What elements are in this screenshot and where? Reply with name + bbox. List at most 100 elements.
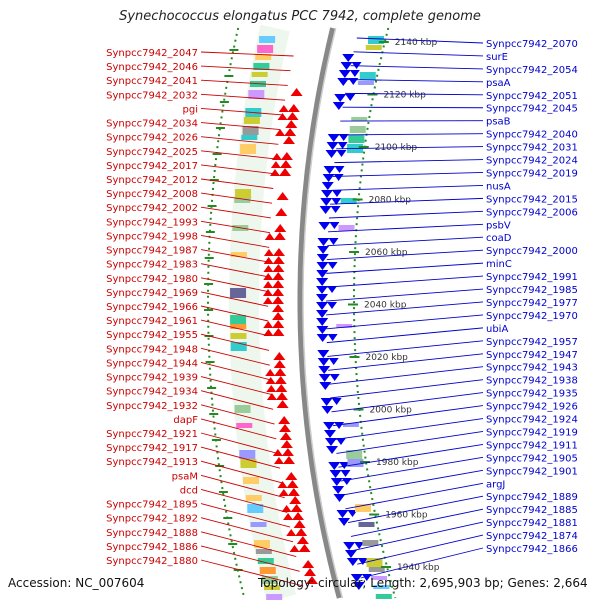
feature-block [247,504,264,513]
right-leader-line [326,249,484,260]
right-gene-label: Synpcc7942_1991 [486,272,578,283]
reverse-gene-arrow [327,334,338,341]
right-leader-line [326,275,484,288]
left-gene-label: pgi [183,104,198,115]
left-gene-label: Synpcc7942_1934 [106,387,198,398]
feature-block [257,558,274,564]
left-gene-label: Synpcc7942_1932 [106,401,198,412]
reverse-gene-arrow [316,310,329,318]
reverse-gene-arrow [326,446,339,454]
feature-block [236,423,253,428]
left-gene-label: Synpcc7942_1913 [106,457,198,468]
right-gene-label: Synpcc7942_2024 [486,156,578,167]
reverse-gene-arrow [334,422,345,429]
feature-block [234,198,251,203]
feature-block [250,522,267,527]
right-gene-label: Synpcc7942_1919 [486,427,578,438]
left-gene-label: Synpcc7942_1880 [106,556,198,567]
feature-block [230,288,247,298]
feature-block [240,144,257,154]
reverse-gene-arrow [340,470,351,477]
right-gene-label: Synpcc7942_1924 [486,415,578,426]
feature-block [351,117,368,121]
right-gene-label: Synpcc7942_1970 [486,311,578,322]
left-leader-line [200,136,279,145]
right-gene-label: Synpcc7942_1943 [486,363,578,374]
reverse-gene-arrow [333,174,344,181]
feature-block [240,459,257,468]
reverse-gene-arrow [344,550,357,558]
reverse-gene-arrow [316,286,329,294]
feature-block [255,54,272,60]
right-leader-line [345,482,484,510]
left-leader-line [200,122,281,131]
forward-gene-arrow [281,505,292,512]
feature-block [261,576,278,584]
reverse-gene-arrow [342,54,355,62]
forward-gene-arrow [279,168,292,176]
scale-tick-label: 2040 kbp [364,301,407,311]
forward-gene-arrow [272,264,285,272]
feature-block [259,567,276,574]
left-leader-line [200,277,269,292]
forward-gene-arrow [279,424,292,432]
right-leader-line [357,534,484,565]
feature-block [248,90,265,99]
right-gene-label: Synpcc7942_1885 [486,505,578,516]
scale-tick-label: 2020 kbp [365,353,408,363]
forward-gene-arrow [279,160,292,168]
reverse-gene-arrow [316,254,329,262]
feature-block [241,135,258,140]
reverse-gene-arrow [317,246,330,254]
feature-block [230,333,247,339]
right-gene-label: coaD [486,233,512,244]
reverse-gene-arrow [316,302,329,310]
feature-block [254,540,270,548]
right-leader-line [330,379,484,399]
forward-gene-arrow [283,513,294,520]
right-leader-line [326,301,484,316]
left-leader-line [200,305,269,322]
forward-gene-arrow [263,289,274,296]
right-gene-label: Synpcc7942_2070 [486,39,578,50]
left-gene-label: Synpcc7942_2012 [106,175,198,186]
reverse-gene-arrow [316,334,329,342]
forward-gene-arrow [272,256,285,264]
reverse-gene-arrow [321,406,334,414]
forward-gene-arrow [287,104,300,112]
reverse-gene-arrow [332,102,345,110]
right-gene-label: Synpcc7942_2006 [486,207,578,218]
forward-gene-arrow [274,224,287,232]
feature-block [266,594,283,600]
forward-gene-arrow [282,456,295,464]
reverse-gene-arrow [327,286,338,293]
right-gene-label: psaB [486,117,511,128]
forward-gene-arrow [289,496,302,504]
reverse-gene-arrow [349,70,360,77]
right-leader-line [328,223,484,233]
right-gene-label: Synpcc7942_2040 [486,130,578,141]
left-gene-label: Synpcc7942_1955 [106,330,198,341]
left-leader-line [200,206,271,219]
left-gene-label: Synpcc7942_1886 [106,542,198,553]
reverse-gene-arrow [326,142,339,150]
right-gene-label: Synpcc7942_1889 [486,492,578,503]
right-gene-label: Synpcc7942_2045 [486,104,578,115]
right-gene-label: Synpcc7942_1977 [486,298,578,309]
left-gene-label: Synpcc7942_2041 [106,76,198,87]
feature-block [349,126,366,133]
forward-gene-arrow [272,280,285,288]
right-gene-label: ubiA [486,324,508,335]
forward-gene-arrow [290,88,303,96]
reverse-gene-arrow [316,270,329,278]
left-gene-label: Synpcc7942_1980 [106,274,198,285]
right-leader-line [334,418,484,440]
feature-block [230,315,247,325]
left-gene-label: Synpcc7942_1917 [106,443,198,454]
scale-tick-label: 1940 kbp [397,563,440,573]
forward-gene-arrow [298,544,311,552]
left-leader-line [200,93,286,101]
reverse-gene-arrow [316,278,329,286]
forward-gene-arrow [273,360,286,368]
reverse-gene-arrow [325,150,338,158]
